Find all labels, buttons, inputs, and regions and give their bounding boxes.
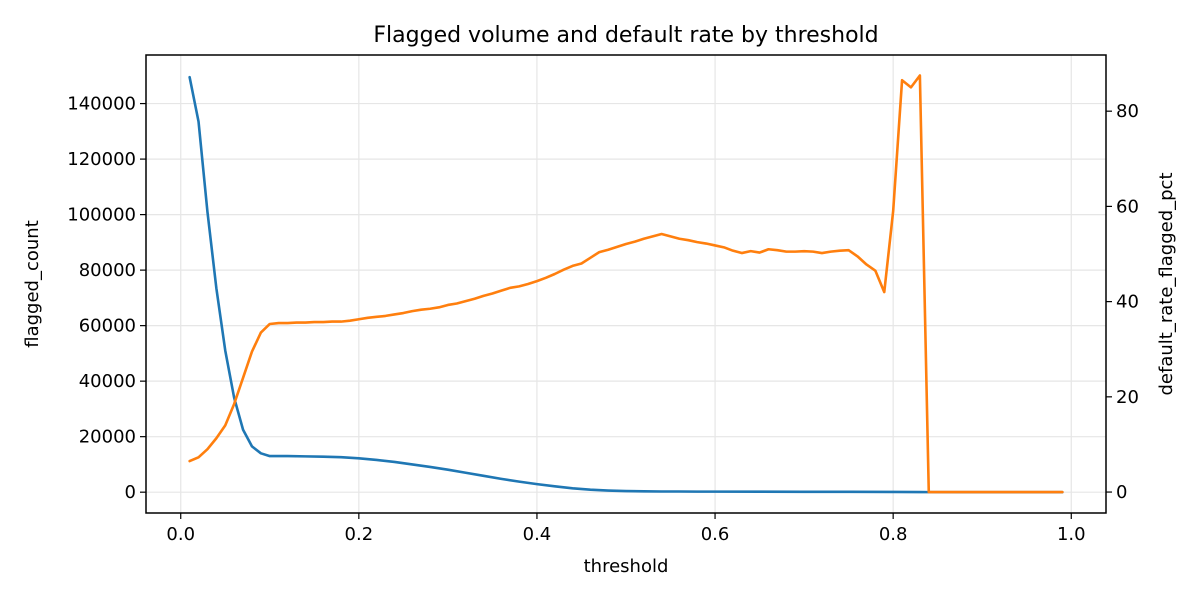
y-axis-right: 0 20 40 60 80 [1106,101,1139,503]
y-right-tick-label: 0 [1116,482,1127,503]
x-tick-label: 0.8 [879,524,908,545]
y-right-tick-label: 60 [1116,196,1139,217]
y-left-tick-label: 0 [125,482,136,503]
y-right-tick-label: 20 [1116,387,1139,408]
x-tick-label: 1.0 [1057,524,1086,545]
y-left-tick-label: 40000 [79,371,136,392]
y-left-tick-label: 120000 [67,149,136,170]
y-right-tick-label: 80 [1116,101,1139,122]
x-axis-label: threshold [584,556,669,577]
series-line-right-axis [188,74,1064,494]
y-left-tick-label: 60000 [79,316,136,337]
y-axis-left: 0 20000 40000 60000 80000 100000 120000 140000 [67,94,146,503]
y-left-tick-label: 80000 [79,260,136,281]
x-axis: 0.0 0.2 0.4 0.6 0.8 1.0 [166,513,1086,545]
y-axis-right-label: default_rate_flagged_pct [1156,173,1177,396]
x-tick-label: 0.0 [166,524,195,545]
x-tick-label: 0.2 [345,524,374,545]
chart-title: Flagged volume and default rate by thres… [373,23,878,48]
series-line-left-axis [188,75,1064,494]
y-axis-left-label: flagged_count [22,220,43,348]
x-tick-label: 0.6 [701,524,730,545]
plot-area-frame [145,54,1107,514]
y-left-tick-label: 140000 [67,94,136,115]
y-left-tick-label: 100000 [67,205,136,226]
series-lines [188,74,1064,494]
grid-lines [146,55,1106,513]
x-tick-label: 0.4 [523,524,552,545]
y-right-tick-label: 40 [1116,292,1139,313]
y-left-tick-label: 20000 [79,427,136,448]
